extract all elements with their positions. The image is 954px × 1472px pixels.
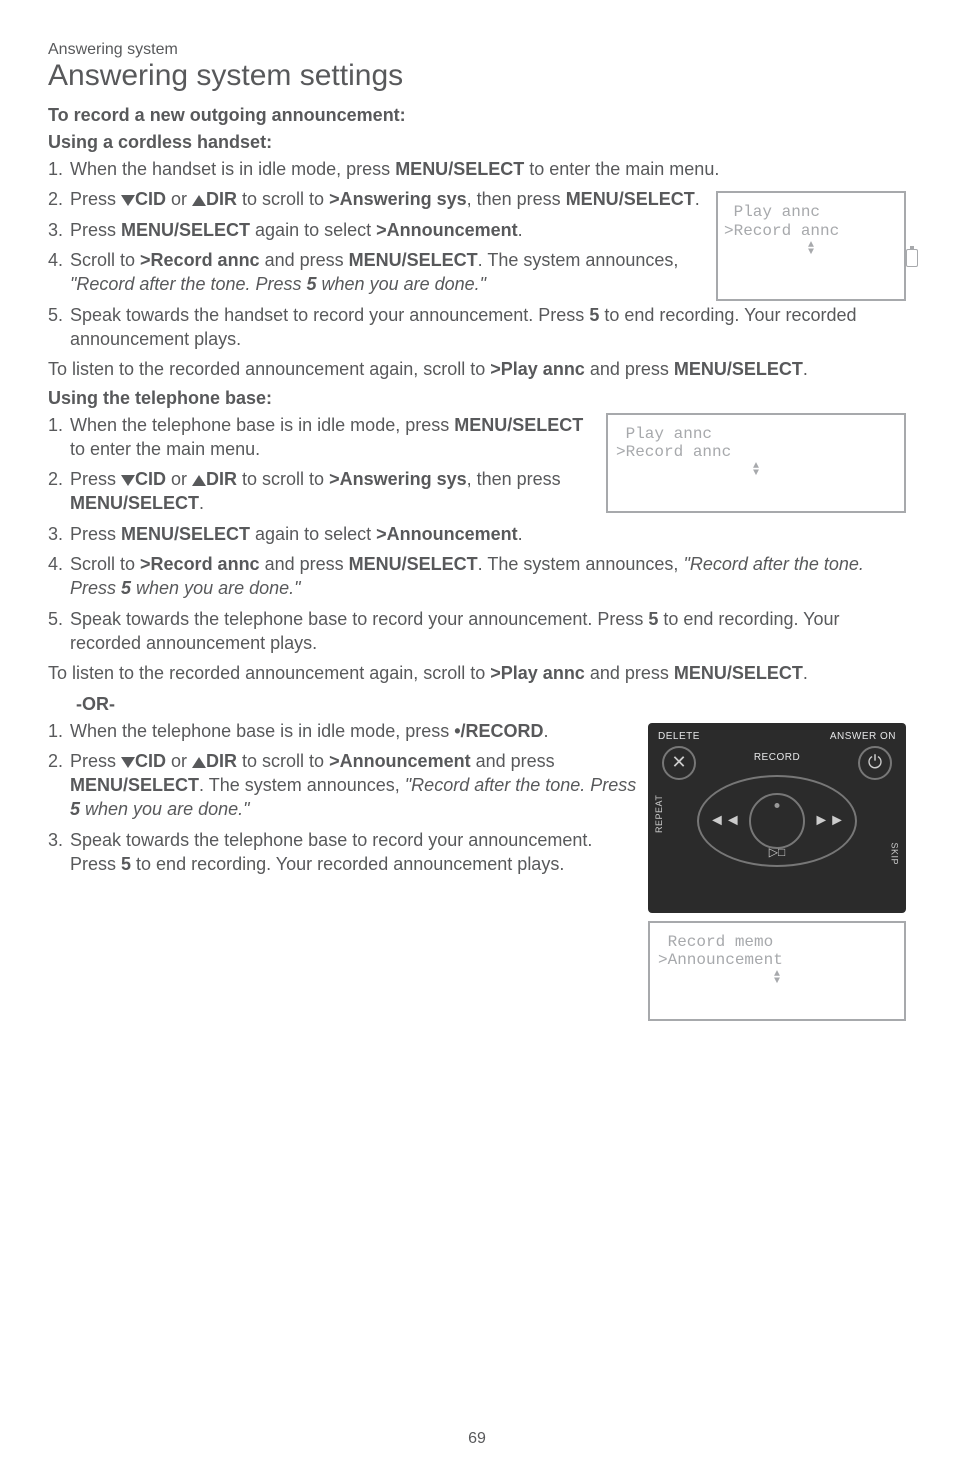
lcd-line: Record memo xyxy=(658,933,896,951)
step-text: When the telephone base is in idle mode,… xyxy=(70,719,638,743)
step-number: 1. xyxy=(48,157,70,181)
heading-record-announcement: To record a new outgoing announcement: xyxy=(48,105,906,126)
lcd-nav-arrows-icon: ▲▼ xyxy=(724,242,898,256)
lcd-line: >Record annc xyxy=(616,443,896,461)
step-text: Press CID or DIR to scroll to >Answering… xyxy=(70,467,594,516)
step-number: 1. xyxy=(48,413,70,462)
answer-on-label: ANSWER ON xyxy=(830,731,896,742)
step-text: Speak towards the handset to record your… xyxy=(70,303,906,352)
step-text: Scroll to >Record annc and press MENU/SE… xyxy=(70,552,906,601)
skip-label: SKIP xyxy=(890,842,900,865)
cordless-step-5: 5. Speak towards the handset to record y… xyxy=(48,303,906,352)
lcd-nav-arrows-icon: ▲▼ xyxy=(658,971,896,985)
device-illustration-block: DELETE ANSWER ON ✕ ⏻ RECORD REPEAT SKIP … xyxy=(648,723,906,1021)
step-number: 3. xyxy=(48,828,70,877)
forward-icon: ►► xyxy=(813,812,845,830)
play-stop-icon: ▷□ xyxy=(769,845,785,859)
step-text: Press MENU/SELECT again to select >Annou… xyxy=(70,522,906,546)
step-number: 4. xyxy=(48,552,70,601)
step-number: 2. xyxy=(48,187,70,211)
page-number: 69 xyxy=(0,1430,954,1448)
lcd-nav-arrows-icon: ▲▼ xyxy=(616,463,896,477)
rewind-icon: ◄◄ xyxy=(709,812,741,830)
up-triangle-icon xyxy=(192,475,206,486)
step-number: 5. xyxy=(48,303,70,352)
step-text: When the handset is in idle mode, press … xyxy=(70,157,906,181)
lcd-line: Play annc xyxy=(616,425,896,443)
record-button-icon xyxy=(749,793,805,849)
step-text: Press CID or DIR to scroll to >Announcem… xyxy=(70,749,638,822)
lcd-base-display-2: Record memo >Announcement ▲▼ xyxy=(648,921,906,1021)
base-steps: 1. When the telephone base is in idle mo… xyxy=(48,413,594,516)
step-number: 2. xyxy=(48,749,70,822)
step-text: When the telephone base is in idle mode,… xyxy=(70,413,594,462)
repeat-label: REPEAT xyxy=(654,794,664,832)
step-text: Press MENU/SELECT again to select >Annou… xyxy=(70,218,704,242)
step-number: 3. xyxy=(48,522,70,546)
lcd-handset-display: Play annc >Record annc ▲▼ xyxy=(716,191,906,301)
base-steps-cont: 3. Press MENU/SELECT again to select >An… xyxy=(48,522,906,655)
lcd-line: >Record annc xyxy=(724,222,898,240)
down-triangle-icon xyxy=(121,475,135,486)
step-number: 3. xyxy=(48,218,70,242)
step-text: Speak towards the telephone base to reco… xyxy=(70,828,638,877)
step-text: Press CID or DIR to scroll to >Answering… xyxy=(70,187,704,211)
step-number: 2. xyxy=(48,467,70,516)
step-text: Speak towards the telephone base to reco… xyxy=(70,607,906,656)
step-number: 5. xyxy=(48,607,70,656)
step-text: Scroll to >Record annc and press MENU/SE… xyxy=(70,248,704,297)
heading-telephone-base: Using the telephone base: xyxy=(48,388,906,409)
breadcrumb: Answering system xyxy=(48,40,906,59)
delete-button-icon: ✕ xyxy=(662,746,696,780)
down-triangle-icon xyxy=(121,757,135,768)
or-separator: -OR- xyxy=(76,694,906,715)
cordless-steps: 1. When the handset is in idle mode, pre… xyxy=(48,157,906,181)
lcd-line: >Announcement xyxy=(658,951,896,969)
listen-again-text: To listen to the recorded announcement a… xyxy=(48,357,906,381)
lcd-line: Play annc xyxy=(724,203,898,221)
page-title: Answering system settings xyxy=(48,59,906,93)
answering-device-illustration: DELETE ANSWER ON ✕ ⏻ RECORD REPEAT SKIP … xyxy=(648,723,906,913)
answer-on-button-icon: ⏻ xyxy=(858,746,892,780)
up-triangle-icon xyxy=(192,757,206,768)
step-number: 4. xyxy=(48,248,70,297)
heading-cordless-handset: Using a cordless handset: xyxy=(48,132,906,153)
up-triangle-icon xyxy=(192,195,206,206)
battery-icon xyxy=(906,249,918,267)
delete-label: DELETE xyxy=(658,731,700,742)
step-number: 1. xyxy=(48,719,70,743)
lcd-base-display: Play annc >Record annc ▲▼ xyxy=(606,413,906,513)
down-triangle-icon xyxy=(121,195,135,206)
cordless-steps-cont: 2. Press CID or DIR to scroll to >Answer… xyxy=(48,187,704,296)
nav-pad: ◄◄ ►► ▷□ xyxy=(697,775,857,867)
listen-again-text: To listen to the recorded announcement a… xyxy=(48,661,906,685)
